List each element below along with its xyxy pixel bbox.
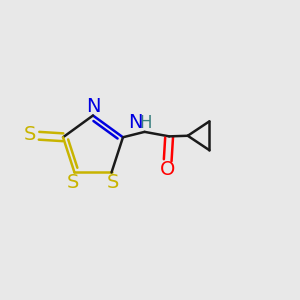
Text: N: N [129,113,143,132]
Text: H: H [139,114,152,132]
Text: S: S [107,172,119,192]
Text: N: N [86,97,100,116]
Text: S: S [23,125,36,144]
Text: S: S [67,172,79,192]
Text: O: O [160,160,175,179]
